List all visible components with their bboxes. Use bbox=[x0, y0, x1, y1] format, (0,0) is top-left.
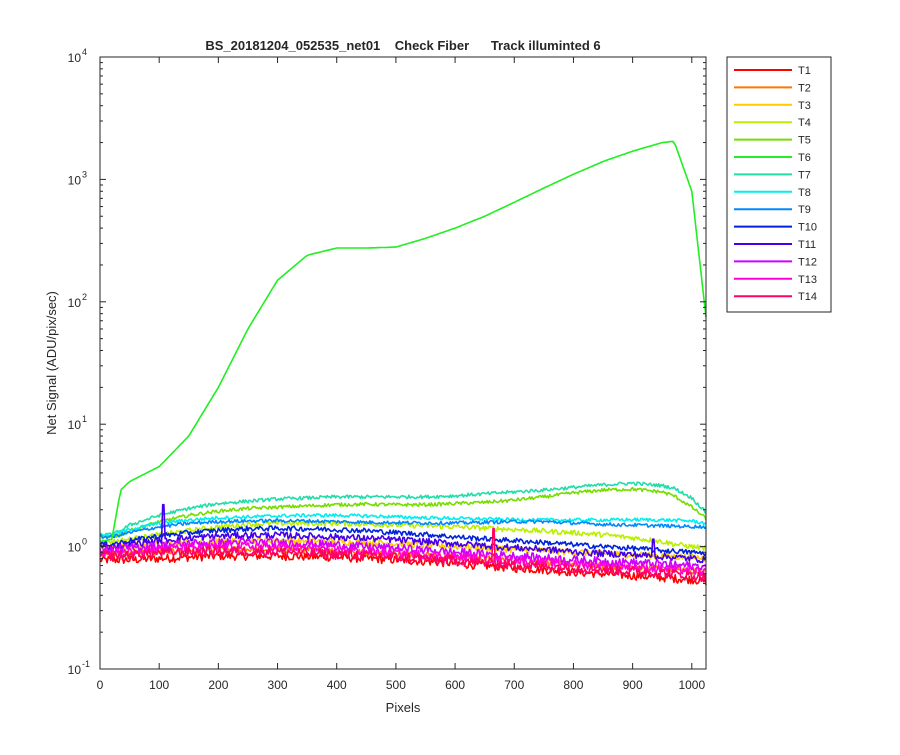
legend-label-t7: T7 bbox=[798, 169, 811, 181]
legend-label-t11: T11 bbox=[798, 239, 816, 251]
legend-label-t13: T13 bbox=[798, 274, 817, 286]
y-tick-exponent: 0 bbox=[82, 537, 87, 547]
x-tick-label: 200 bbox=[208, 678, 228, 692]
legend-label-t2: T2 bbox=[798, 82, 811, 94]
y-tick-label: 10 bbox=[68, 663, 82, 677]
series-line-t8 bbox=[99, 512, 707, 537]
series-line-t12 bbox=[99, 537, 707, 572]
y-tick-exponent: 1 bbox=[82, 414, 87, 424]
x-axis-ticks: 0 100 200 300 400 500 600 700 800 900 1000 bbox=[97, 57, 705, 692]
y-tick-exponent: 3 bbox=[82, 169, 87, 179]
x-axis-label: Pixels bbox=[386, 700, 421, 715]
series-line-t13 bbox=[99, 541, 707, 577]
series-line-t3 bbox=[99, 536, 707, 562]
y-tick-label: 10 bbox=[68, 541, 82, 555]
legend: T1 T2 T3 T4 T5 T6 T7 T8 T9 T10 T11 T12 T13 T14 bbox=[726, 56, 832, 313]
series-line-t5 bbox=[99, 486, 707, 539]
y-tick-exponent: 4 bbox=[82, 47, 87, 57]
y-tick-exponent: 2 bbox=[82, 292, 87, 302]
legend-label-t3: T3 bbox=[798, 100, 811, 112]
y-tick-label: 10 bbox=[68, 51, 82, 65]
y-tick-label: 10 bbox=[68, 296, 82, 310]
y-tick-base: 10 bbox=[68, 51, 82, 65]
series-line-t10 bbox=[99, 525, 707, 557]
y-tick-label: 10 bbox=[68, 418, 82, 432]
legend-label-t12: T12 bbox=[798, 256, 817, 268]
x-tick-label: 300 bbox=[268, 678, 288, 692]
legend-label-t1: T1 bbox=[798, 65, 811, 77]
y-tick-base: 10 bbox=[68, 541, 82, 555]
x-tick-label: 900 bbox=[623, 678, 643, 692]
legend-label-t5: T5 bbox=[798, 135, 811, 147]
series-layer bbox=[99, 140, 707, 586]
legend-label-t6: T6 bbox=[798, 152, 811, 164]
x-tick-label: 800 bbox=[563, 678, 583, 692]
series-line-t11 bbox=[99, 503, 707, 564]
y-axis-label: Net Signal (ADU/pix/sec) bbox=[44, 291, 59, 435]
x-tick-label: 100 bbox=[149, 678, 169, 692]
series-line-t9 bbox=[99, 518, 707, 540]
legend-box bbox=[726, 56, 832, 313]
x-tick-label: 0 bbox=[97, 678, 104, 692]
legend-label-t14: T14 bbox=[798, 291, 817, 303]
plot-area bbox=[100, 57, 706, 669]
x-tick-label: 400 bbox=[327, 678, 347, 692]
y-tick-label: 10 bbox=[68, 173, 82, 187]
legend-label-t8: T8 bbox=[798, 187, 811, 199]
x-tick-label: 600 bbox=[445, 678, 465, 692]
y-tick-base: 10 bbox=[68, 418, 82, 432]
series-line-t6 bbox=[99, 140, 707, 543]
chart-title: BS_20181204_052535_net01 Check Fiber Tra… bbox=[205, 38, 600, 53]
legend-label-t9: T9 bbox=[798, 204, 811, 216]
x-tick-label: 500 bbox=[386, 678, 406, 692]
x-tick-label: 1000 bbox=[678, 678, 705, 692]
y-tick-base: 10 bbox=[68, 296, 82, 310]
plot-frame bbox=[99, 56, 707, 670]
series-line-t14 bbox=[99, 527, 707, 583]
y-tick-base: 10 bbox=[68, 173, 82, 187]
legend-label-t4: T4 bbox=[798, 117, 811, 129]
x-tick-label: 700 bbox=[504, 678, 524, 692]
series-line-t4 bbox=[99, 520, 707, 552]
series-line-t7 bbox=[99, 481, 707, 537]
y-tick-base: 10 bbox=[68, 663, 82, 677]
legend-label-t10: T10 bbox=[798, 222, 817, 234]
y-tick-exponent: -1 bbox=[82, 659, 90, 669]
